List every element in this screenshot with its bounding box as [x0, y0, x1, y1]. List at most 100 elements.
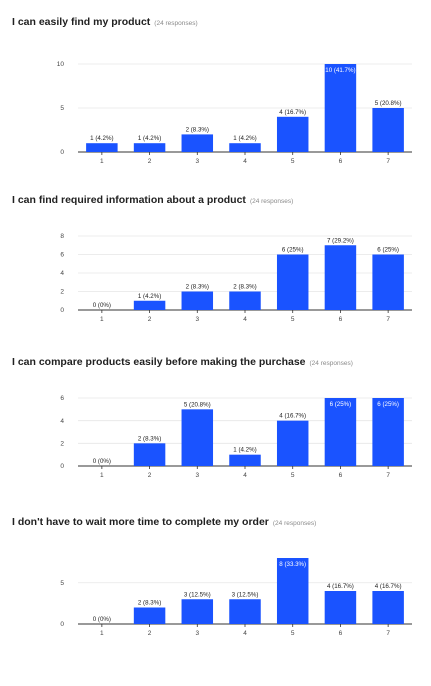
x-tick-label: 5	[291, 316, 295, 323]
y-tick-label: 5	[60, 105, 64, 112]
bar	[276, 420, 309, 466]
x-tick-label: 5	[291, 158, 295, 165]
x-tick-label: 1	[100, 158, 104, 165]
bar	[372, 108, 404, 152]
x-tick-label: 4	[243, 158, 247, 165]
y-tick-label: 10	[57, 61, 65, 68]
bar	[133, 443, 166, 466]
data-label: 2 (8.3%)	[138, 600, 161, 607]
x-tick-label: 1	[100, 316, 104, 323]
y-tick-label: 5	[60, 580, 64, 587]
data-label: 4 (16.7%)	[279, 413, 306, 420]
chart-title-text: I can compare products easily before mak…	[12, 356, 306, 368]
bar	[372, 254, 404, 310]
x-tick-label: 4	[243, 472, 247, 479]
x-tick-label: 6	[339, 472, 343, 479]
data-label: 2 (8.3%)	[233, 284, 256, 291]
y-tick-label: 0	[60, 307, 64, 314]
bar	[181, 599, 214, 624]
data-label: 8 (33.3%)	[279, 561, 306, 568]
bar-chart: 0 2 4 6 1 0 (0%) 2 2 (8.3%) 3 5 (20.8%) 4 1 (4.2%) 5…	[60, 395, 412, 479]
y-tick-label: 0	[60, 621, 64, 628]
data-label: 3 (12.5%)	[184, 591, 211, 598]
bar	[372, 591, 404, 624]
data-label: 7 (29.2%)	[327, 237, 354, 244]
y-tick-label: 0	[60, 463, 64, 470]
bar	[229, 454, 261, 466]
response-count: (24 responses)	[154, 20, 198, 27]
chart-title: I can easily find my product (24 response…	[12, 16, 198, 28]
x-tick-label: 7	[386, 316, 390, 323]
response-count: (24 responses)	[272, 520, 317, 527]
x-tick-label: 6	[339, 158, 343, 165]
x-tick-label: 6	[339, 630, 343, 637]
data-label: 0 (0%)	[93, 458, 111, 465]
y-tick-label: 2	[60, 289, 64, 296]
data-label: 4 (16.7%)	[327, 583, 354, 590]
y-tick-label: 4	[60, 270, 64, 277]
data-label: 1 (4.2%)	[90, 135, 113, 142]
bar	[229, 143, 261, 152]
data-label: 10 (41.7%)	[325, 67, 355, 74]
bar	[133, 143, 166, 152]
data-label: 0 (0%)	[93, 616, 111, 623]
chart-title-text: I can easily find my product	[12, 16, 151, 28]
bar	[324, 591, 357, 624]
bar	[229, 599, 261, 624]
data-label: 1 (4.2%)	[138, 293, 161, 300]
data-label: 6 (25%)	[282, 247, 304, 254]
x-tick-label: 6	[339, 316, 343, 323]
y-tick-label: 6	[60, 395, 64, 402]
response-count: (24 responses)	[309, 360, 353, 367]
x-tick-label: 7	[386, 472, 390, 479]
y-tick-label: 8	[60, 233, 64, 240]
data-label: 1 (4.2%)	[233, 135, 256, 142]
data-label: 6 (25%)	[377, 401, 399, 408]
y-tick-label: 4	[60, 418, 64, 425]
data-label: 1 (4.2%)	[233, 447, 256, 454]
x-tick-label: 5	[291, 472, 295, 479]
bar	[86, 143, 118, 152]
response-count: (24 responses)	[249, 198, 294, 205]
data-label: 3 (12.5%)	[232, 591, 259, 598]
chart-title: I can compare products easily before mak…	[12, 356, 353, 368]
data-label: 5 (20.8%)	[184, 401, 211, 408]
data-label: 2 (8.3%)	[186, 126, 209, 133]
x-tick-label: 2	[148, 472, 152, 479]
bar	[276, 116, 309, 152]
bar	[133, 607, 166, 624]
x-tick-label: 4	[243, 630, 247, 637]
bar	[229, 291, 261, 310]
x-tick-label: 5	[291, 630, 295, 637]
data-label: 6 (25%)	[377, 247, 399, 254]
x-tick-label: 4	[243, 316, 247, 323]
x-tick-label: 2	[148, 158, 152, 165]
chart-title-text: I can find required information about a …	[12, 194, 246, 206]
bar	[324, 398, 357, 466]
data-label: 2 (8.3%)	[186, 284, 209, 291]
x-tick-label: 2	[148, 630, 152, 637]
y-tick-label: 0	[60, 149, 64, 156]
x-tick-label: 7	[386, 630, 390, 637]
x-tick-label: 1	[100, 630, 104, 637]
bar	[276, 254, 309, 310]
chart-title: I don't have to wait more time to comple…	[12, 516, 316, 528]
data-label: 5 (20.8%)	[375, 100, 402, 107]
bar	[324, 64, 357, 152]
x-tick-label: 3	[195, 472, 199, 479]
x-tick-label: 3	[195, 316, 199, 323]
y-tick-label: 2	[60, 441, 64, 448]
data-label: 2 (8.3%)	[138, 435, 161, 442]
chart-title: I can find required information about a …	[12, 194, 293, 206]
bar	[181, 134, 214, 152]
y-tick-label: 6	[60, 252, 64, 259]
x-tick-label: 3	[195, 158, 199, 165]
x-tick-label: 1	[100, 472, 104, 479]
x-tick-label: 7	[386, 158, 390, 165]
data-label: 6 (25%)	[330, 401, 352, 408]
data-label: 0 (0%)	[93, 302, 111, 309]
data-label: 1 (4.2%)	[138, 135, 161, 142]
bar	[276, 558, 309, 624]
